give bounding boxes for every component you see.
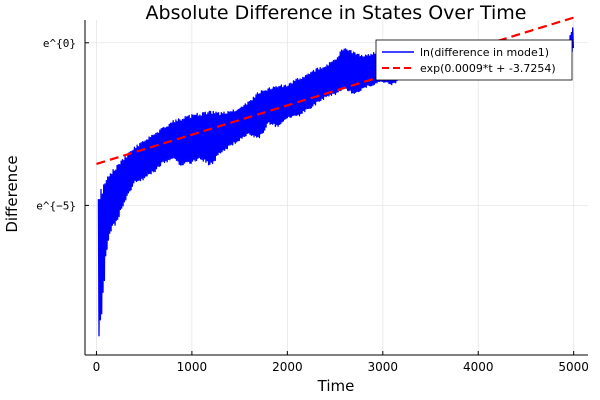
legend-entry: ln(difference in mode1): [420, 46, 549, 59]
legend-entry: exp(0.0009*t + -3.7254): [420, 62, 556, 75]
y-tick-label: e^{0}: [43, 37, 76, 50]
x-tick-labels: 0 1000 2000 3000 4000 5000: [93, 360, 589, 374]
y-tick-label: e^{−5}: [36, 199, 76, 212]
x-axis-label: Time: [317, 377, 355, 395]
chart-title: Absolute Difference in States Over Time: [146, 2, 527, 24]
legend: ln(difference in mode1) exp(0.0009*t + -…: [375, 39, 573, 81]
x-tick-label: 3000: [368, 360, 399, 374]
x-tick-label: 5000: [558, 360, 589, 374]
y-tick-labels: e^{0} e^{−5}: [36, 37, 76, 213]
x-tick-label: 4000: [463, 360, 494, 374]
legend-box: [375, 39, 573, 81]
x-tick-label: 0: [93, 360, 101, 374]
x-tick-label: 2000: [272, 360, 303, 374]
x-tick-label: 1000: [177, 360, 208, 374]
plot-frame: [84, 20, 588, 356]
y-axis-label: Difference: [3, 155, 21, 232]
